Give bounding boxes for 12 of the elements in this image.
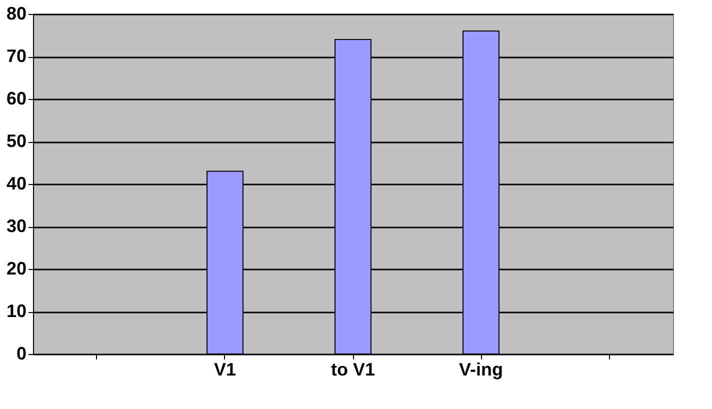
x-tick-label: V-ing [459,360,503,380]
y-tick-label: 80 [6,4,26,24]
y-tick-label: 70 [6,46,26,66]
y-tick-label: 10 [6,301,26,321]
y-tick-label: 40 [6,174,26,194]
y-tick-label: 50 [6,131,26,151]
y-tick-label: 30 [6,216,26,236]
y-tick-label: 0 [16,344,26,364]
x-tick-label: V1 [214,360,236,380]
x-tick-label: to V1 [330,360,376,380]
y-tick-label: 20 [6,258,26,278]
y-tick-label: 60 [6,88,26,108]
